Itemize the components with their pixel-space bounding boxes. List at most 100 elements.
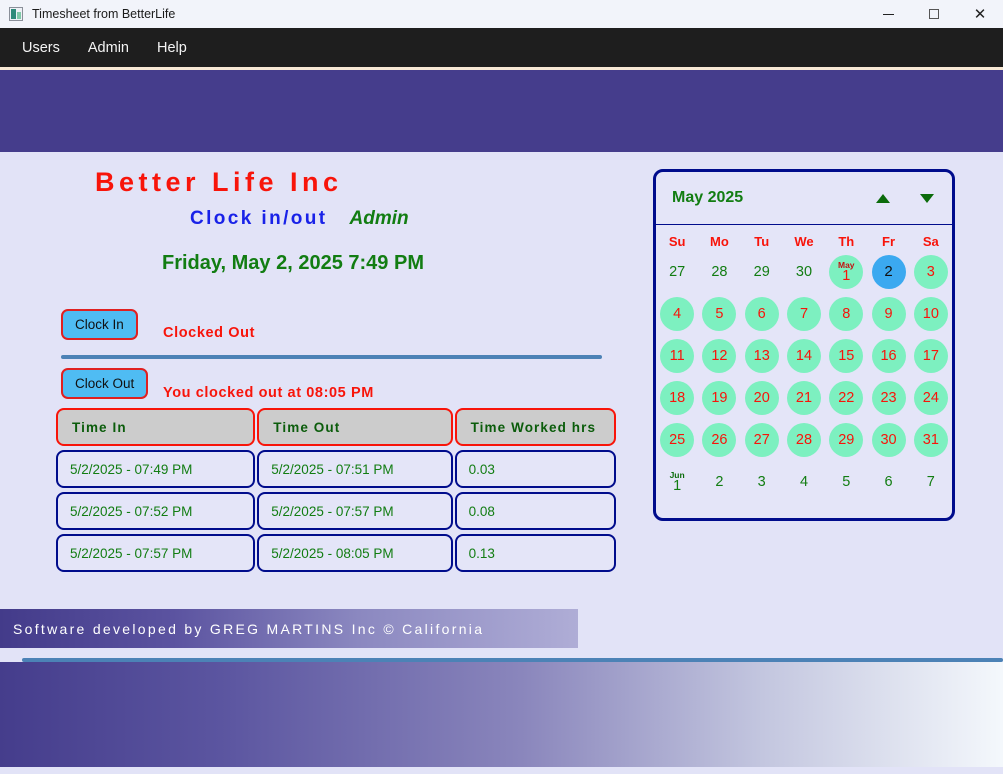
calendar-day-12[interactable]: 12 [698, 337, 740, 375]
calendar-day-28[interactable]: 28 [783, 421, 825, 459]
menu-item-admin[interactable]: Admin [87, 39, 129, 56]
calendar-day-number: 18 [669, 390, 686, 406]
calendar-day-3[interactable]: 3 [910, 253, 952, 291]
calendar-day-1[interactable]: May 1 [825, 253, 867, 291]
main-content: Better Life Inc Clock in/out Admin Frida… [0, 152, 1003, 655]
calendar-day-16[interactable]: 16 [867, 337, 909, 375]
calendar-day-disc: 31 [913, 423, 948, 457]
calendar-day-6[interactable]: 6 [867, 463, 909, 501]
calendar-day-29[interactable]: 29 [825, 421, 867, 459]
clock-in-button[interactable]: Clock In [61, 309, 138, 340]
calendar-weekday-we: We [794, 234, 814, 249]
calendar-day-4[interactable]: 4 [783, 463, 825, 501]
calendar-day-number: 1 [842, 268, 851, 284]
calendar-day-number: 29 [753, 264, 770, 280]
calendar-day-7[interactable]: 7 [783, 295, 825, 333]
cell-hours: 0.03 [454, 450, 616, 488]
calendar-day-number: 14 [795, 348, 813, 364]
calendar-day-30[interactable]: 30 [867, 421, 909, 459]
calendar-day-19[interactable]: 19 [698, 379, 740, 417]
calendar-day-28[interactable]: 28 [698, 253, 740, 291]
calendar-day-23[interactable]: 23 [867, 379, 909, 417]
calendar-day-14[interactable]: 14 [783, 337, 825, 375]
close-icon: ✕ [973, 4, 987, 23]
calendar-day-disc: 21 [786, 381, 821, 415]
calendar-day-9[interactable]: 9 [867, 295, 909, 333]
calendar-day-25[interactable]: 25 [656, 421, 698, 459]
calendar-day-27[interactable]: 27 [741, 421, 783, 459]
calendar-day-number: 22 [838, 390, 855, 406]
calendar-day-disc: 27 [660, 255, 694, 289]
calendar-day-number: 4 [673, 306, 682, 322]
calendar-day-number: 5 [715, 306, 724, 322]
calendar-day-disc: 2 [702, 465, 736, 499]
role-label: Admin [349, 208, 409, 229]
title-bar: Timesheet from BetterLife ✕ [0, 0, 1003, 28]
calendar-day-number: 24 [922, 390, 939, 406]
calendar-day-number: 28 [795, 432, 813, 448]
calendar-day-29[interactable]: 29 [741, 253, 783, 291]
calendar-week-row: 4 5 6 7 8 9 10 [656, 295, 952, 333]
calendar-day-disc: 15 [829, 339, 864, 373]
calendar-day-5[interactable]: 5 [825, 463, 867, 501]
calendar-day-number: 26 [711, 432, 728, 448]
calendar-day-2[interactable]: 2 [698, 463, 740, 501]
calendar-day-number: 25 [669, 432, 686, 448]
calendar-day-number: 30 [880, 432, 897, 448]
maximize-button[interactable] [911, 0, 957, 28]
calendar-day-number: 9 [884, 306, 893, 322]
calendar-day-number: 3 [757, 474, 766, 490]
calendar-day-8[interactable]: 8 [825, 295, 867, 333]
calendar-day-11[interactable]: 11 [656, 337, 698, 375]
calendar-day-disc: 5 [702, 297, 737, 331]
cell-hours: 0.08 [454, 492, 616, 530]
calendar-day-10[interactable]: 10 [910, 295, 952, 333]
company-title: Better Life Inc [95, 167, 343, 197]
calendar-day-disc: 19 [702, 381, 737, 415]
calendar-day-24[interactable]: 24 [910, 379, 952, 417]
calendar-day-2[interactable]: 2 [867, 253, 909, 291]
calendar-day-number: 27 [669, 264, 686, 280]
cell-time-out: 5/2/2025 - 08:05 PM [257, 534, 453, 572]
calendar-day-13[interactable]: 13 [741, 337, 783, 375]
calendar-day-number: 8 [842, 306, 851, 322]
calendar-day-disc: 28 [702, 255, 736, 289]
close-button[interactable]: ✕ [957, 0, 1003, 28]
calendar-day-15[interactable]: 15 [825, 337, 867, 375]
triangle-up-icon[interactable] [876, 193, 890, 203]
calendar-day-disc: 6 [872, 465, 906, 499]
calendar-day-3[interactable]: 3 [741, 463, 783, 501]
calendar-weekday-row: Su Mo Tu We Th Fr Sa [656, 234, 952, 249]
calendar-day-1[interactable]: Jun 1 [656, 463, 698, 501]
calendar-day-disc: May 1 [829, 255, 864, 289]
calendar-day-30[interactable]: 30 [783, 253, 825, 291]
calendar-day-number: 19 [711, 390, 728, 406]
clock-out-button[interactable]: Clock Out [61, 368, 149, 399]
calendar-day-27[interactable]: 27 [656, 253, 698, 291]
calendar-day-7[interactable]: 7 [910, 463, 952, 501]
calendar-widget[interactable]: May 2025 Su Mo Tu We Th Fr Sa 27 28 29 30 May 1 2 3 4 5… [653, 169, 955, 521]
calendar-day-disc: 5 [829, 465, 863, 499]
calendar-day-4[interactable]: 4 [656, 295, 698, 333]
minimize-button[interactable] [865, 0, 911, 28]
calendar-day-18[interactable]: 18 [656, 379, 698, 417]
menu-item-help[interactable]: Help [156, 39, 187, 56]
calendar-day-disc: 25 [660, 423, 695, 457]
calendar-day-number: 27 [753, 432, 770, 448]
calendar-day-17[interactable]: 17 [910, 337, 952, 375]
menu-item-users[interactable]: Users [22, 39, 60, 56]
calendar-day-number: 28 [711, 264, 728, 280]
calendar-day-20[interactable]: 20 [741, 379, 783, 417]
calendar-day-5[interactable]: 5 [698, 295, 740, 333]
calendar-day-disc: 2 [871, 255, 906, 289]
calendar-day-21[interactable]: 21 [783, 379, 825, 417]
calendar-day-22[interactable]: 22 [825, 379, 867, 417]
clock-status-text: Clocked Out [163, 325, 255, 341]
triangle-down-icon[interactable] [920, 193, 934, 203]
calendar-day-6[interactable]: 6 [741, 295, 783, 333]
calendar-day-26[interactable]: 26 [698, 421, 740, 459]
calendar-day-number: 11 [669, 348, 685, 364]
column-header-time-out: Time Out [257, 408, 453, 446]
calendar-day-31[interactable]: 31 [910, 421, 952, 459]
